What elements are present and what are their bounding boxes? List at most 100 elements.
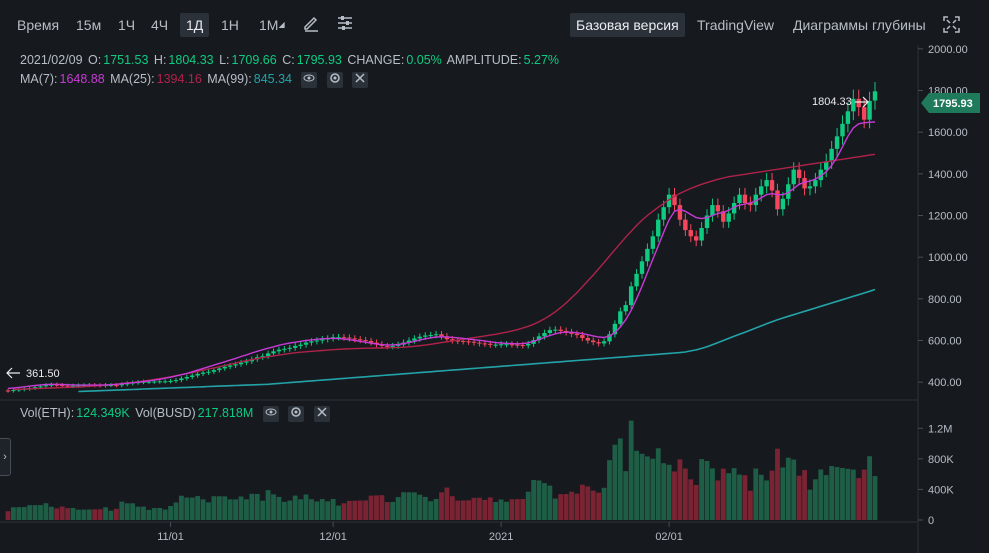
expand-panel-handle[interactable]: › xyxy=(0,438,11,476)
close-icon[interactable] xyxy=(313,406,330,422)
volume-bar xyxy=(634,450,639,520)
volume-bar xyxy=(731,468,737,520)
volume-bar xyxy=(412,492,417,520)
candle-body xyxy=(206,371,211,373)
candle-body xyxy=(119,384,124,386)
time-tick-label: 02/01 xyxy=(655,531,683,543)
candle-body xyxy=(374,342,379,345)
volume-bar xyxy=(785,457,791,520)
settings-icon[interactable] xyxy=(326,72,343,88)
volume-bar xyxy=(244,499,249,520)
candle-body xyxy=(683,219,688,231)
candle-body xyxy=(168,380,173,382)
candle-body xyxy=(249,359,255,362)
vol-eth-label: Vol(ETH): xyxy=(20,406,75,421)
volume-bar xyxy=(179,495,184,520)
volume-bar xyxy=(742,475,748,520)
volume-bar xyxy=(758,474,764,520)
candle-body xyxy=(282,348,287,350)
volume-bar xyxy=(287,500,293,520)
volume-bar xyxy=(168,506,173,520)
close-icon[interactable] xyxy=(352,72,369,88)
eye-icon[interactable] xyxy=(301,72,318,88)
view-basic[interactable]: Базовая версия xyxy=(570,13,685,37)
interval-1h[interactable]: 1Ч xyxy=(118,17,136,33)
ma99-label: MA(99): xyxy=(207,72,252,87)
price-tick-label: 1600.00 xyxy=(928,127,968,139)
settings-icon[interactable] xyxy=(288,406,305,422)
interval-15m[interactable]: 15м xyxy=(76,17,102,33)
volume-bar xyxy=(249,493,255,520)
candle-body xyxy=(255,357,260,360)
candle-body xyxy=(498,344,504,346)
candle-body xyxy=(227,365,233,367)
candle-body xyxy=(542,333,547,337)
candle-body xyxy=(471,341,477,343)
volume-bar xyxy=(38,505,43,520)
candle-body xyxy=(43,385,49,387)
volume-bar xyxy=(861,469,867,520)
price-tick-label: 800.00 xyxy=(928,294,962,306)
view-tradingview[interactable]: TradingView xyxy=(697,17,775,33)
time-label[interactable]: Время xyxy=(17,17,60,33)
volume-bar xyxy=(48,506,54,520)
candle-body xyxy=(455,340,460,342)
view-depth[interactable]: Диаграммы глубины xyxy=(793,17,926,33)
ma7-line xyxy=(7,121,876,390)
candle-body xyxy=(103,385,108,387)
ma25-value: 1394.16 xyxy=(156,72,202,87)
volume-bar xyxy=(417,494,423,520)
candle-body xyxy=(628,286,634,306)
volume-bar xyxy=(298,499,304,520)
volume-bar xyxy=(514,499,520,520)
volume-bar xyxy=(206,502,211,520)
dropdown-corner-icon: ◢ xyxy=(278,20,285,29)
volume-bar xyxy=(764,480,770,520)
candle-body xyxy=(759,186,764,195)
candle-body xyxy=(563,330,569,333)
candle-body xyxy=(379,344,385,346)
volume-bar xyxy=(558,494,564,520)
interval-1m[interactable]: 1М◢ xyxy=(259,13,285,37)
candle-body xyxy=(802,178,807,189)
candle-body xyxy=(704,215,710,228)
volume-bar xyxy=(103,507,108,520)
candle-body xyxy=(70,385,76,387)
volume-bar xyxy=(76,509,81,520)
pencil-icon[interactable] xyxy=(302,14,320,38)
time-axis: 11/01 12/01 2021 02/01 xyxy=(157,522,683,543)
price-axis: 2000.001800.001600.001400.001200.001000.… xyxy=(918,44,968,389)
candle-body xyxy=(92,385,97,387)
volume-bar xyxy=(769,470,775,520)
interval-1d[interactable]: 1Д xyxy=(180,13,210,37)
volume-bar xyxy=(617,438,623,520)
interval-1w[interactable]: 1Н xyxy=(221,17,239,33)
interval-4h[interactable]: 4Ч xyxy=(151,17,169,33)
volume-bar xyxy=(439,492,444,520)
candle-body xyxy=(265,353,271,357)
amplitude-label: AMPLITUDE: xyxy=(446,53,522,67)
candle-body xyxy=(737,194,742,203)
volume-bar xyxy=(92,509,98,520)
volume-bar xyxy=(336,505,341,520)
volume-bar xyxy=(509,499,515,520)
candle-body xyxy=(401,342,406,345)
candle-body xyxy=(813,180,818,187)
candle-body xyxy=(829,148,834,162)
candle-body xyxy=(217,368,222,371)
amplitude-value: 5.27% xyxy=(523,53,560,67)
volume-bar xyxy=(493,502,499,520)
eye-icon[interactable] xyxy=(262,406,279,422)
sliders-icon[interactable] xyxy=(336,14,354,38)
vol-eth-value: 124.349K xyxy=(76,406,130,421)
candle-body xyxy=(493,344,498,346)
ohlc-info: 2021/02/09 O: 1751.53 H: 1804.33 L: 1709.66… xyxy=(20,53,561,67)
candle-body xyxy=(612,323,618,335)
candle-body xyxy=(466,341,471,343)
fullscreen-icon[interactable] xyxy=(943,16,960,40)
volume-bar xyxy=(211,496,217,520)
candle-body xyxy=(173,380,179,382)
volume-bar xyxy=(563,494,569,520)
volume-bar xyxy=(124,503,130,520)
volume-bar xyxy=(395,497,401,520)
